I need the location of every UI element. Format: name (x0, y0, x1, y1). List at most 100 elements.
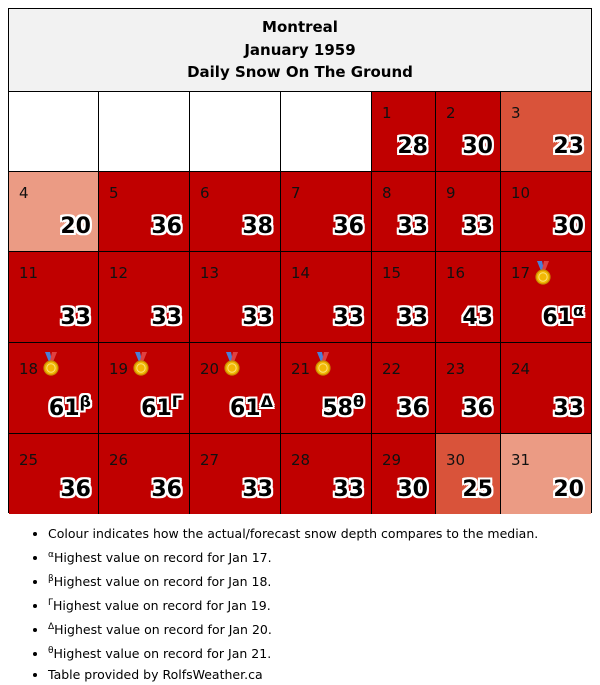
day-number: 15 (382, 264, 402, 282)
footnote-item: Colour indicates how the actual/forecast… (48, 524, 538, 545)
empty-cell (190, 92, 281, 172)
day-cell: 27 33 (190, 434, 281, 514)
footnote-text: Highest value on record for Jan 21. (53, 645, 272, 661)
snow-depth-value: 33 (242, 305, 273, 330)
day-number: 19 (109, 360, 129, 378)
footnote-text: Highest value on record for Jan 18. (53, 573, 272, 589)
calendar-grid: 1 28 2 30 3 23 4 20 5 36 6 38 7 36 8 33 9 33 10 30 11 33 12 33 1… (9, 92, 591, 514)
day-cell: 3 23 (501, 92, 591, 172)
empty-cell (9, 92, 99, 172)
snow-depth-value: 58θ (322, 392, 364, 421)
footnote-item: ΔHighest value on record for Jan 20. (48, 617, 538, 641)
day-cell: 14 33 (281, 252, 372, 343)
day-number: 22 (382, 360, 402, 378)
day-number: 20 (200, 360, 220, 378)
medal-icon (41, 352, 61, 376)
snow-depth-value: 61α (542, 301, 584, 330)
snow-depth-value: 36 (333, 214, 364, 239)
day-cell: 29 30 (372, 434, 436, 514)
footnote-item: ΓHighest value on record for Jan 19. (48, 593, 538, 617)
day-number: 12 (109, 264, 129, 282)
day-cell: 12 33 (99, 252, 190, 343)
record-marker: Δ (260, 392, 273, 411)
medal-icon (131, 352, 151, 376)
footnotes-list: Colour indicates how the actual/forecast… (28, 524, 538, 685)
day-cell: 15 33 (372, 252, 436, 343)
day-number: 13 (200, 264, 220, 282)
snow-depth-value: 61Δ (229, 392, 273, 421)
day-number: 7 (291, 184, 301, 202)
day-number: 23 (446, 360, 466, 378)
snow-depth-value: 20 (60, 214, 91, 239)
city-title: Montreal (262, 18, 338, 37)
snow-depth-value: 25 (462, 477, 493, 502)
snow-depth-value: 33 (333, 305, 364, 330)
medal-icon (533, 261, 553, 285)
empty-cell (281, 92, 372, 172)
snow-depth-value: 36 (397, 396, 428, 421)
snow-depth-value: 30 (462, 134, 493, 159)
medal-icon (313, 352, 333, 376)
footnote-text: Highest value on record for Jan 20. (54, 621, 272, 637)
day-number: 5 (109, 184, 119, 202)
day-cell: 23 36 (436, 343, 501, 434)
record-marker: θ (353, 392, 364, 411)
day-number: 29 (382, 451, 402, 469)
record-marker: α (573, 301, 584, 320)
snow-depth-value: 28 (397, 134, 428, 159)
day-number: 14 (291, 264, 311, 282)
footnote-text: Table provided by RolfsWeather.ca (48, 666, 263, 682)
day-cell: 16 43 (436, 252, 501, 343)
day-cell: 28 33 (281, 434, 372, 514)
snow-depth-value: 33 (242, 477, 273, 502)
day-number: 8 (382, 184, 392, 202)
day-number: 9 (446, 184, 456, 202)
day-number: 2 (446, 104, 456, 122)
day-number: 11 (19, 264, 39, 282)
day-number: 18 (19, 360, 39, 378)
footnote-item: βHighest value on record for Jan 18. (48, 569, 538, 593)
snow-depth-value: 23 (553, 134, 584, 159)
day-cell: 8 33 (372, 172, 436, 252)
footnote-text: Highest value on record for Jan 17. (53, 549, 272, 565)
day-number: 24 (511, 360, 531, 378)
day-number: 25 (19, 451, 39, 469)
footnote-marker: Γ (48, 597, 54, 608)
day-cell: 5 36 (99, 172, 190, 252)
day-number: 4 (19, 184, 29, 202)
footnote-item: αHighest value on record for Jan 17. (48, 545, 538, 569)
day-number: 16 (446, 264, 466, 282)
day-cell: 31 20 (501, 434, 591, 514)
record-marker: β (79, 392, 91, 411)
footnote-marker: Δ (48, 621, 55, 632)
day-number: 28 (291, 451, 311, 469)
day-cell: 10 30 (501, 172, 591, 252)
snow-depth-value: 33 (333, 477, 364, 502)
chart-subtitle: Daily Snow On The Ground (187, 63, 413, 82)
day-cell: 30 25 (436, 434, 501, 514)
day-cell: 9 33 (436, 172, 501, 252)
snow-depth-value: 33 (553, 396, 584, 421)
calendar-header: Montreal January 1959 Daily Snow On The … (9, 9, 591, 92)
day-number: 3 (511, 104, 521, 122)
record-marker: Γ (171, 392, 182, 411)
day-cell: 19 61Γ (99, 343, 190, 434)
day-number: 10 (511, 184, 531, 202)
day-cell: 24 33 (501, 343, 591, 434)
footnote-marker: β (48, 573, 54, 584)
day-cell: 18 61β (9, 343, 99, 434)
footnote-text: Colour indicates how the actual/forecast… (48, 526, 539, 541)
day-cell: 2 30 (436, 92, 501, 172)
footnote-text: Highest value on record for Jan 19. (53, 597, 271, 613)
day-number: 27 (200, 451, 220, 469)
day-number: 17 (511, 264, 531, 282)
snow-depth-value: 43 (462, 305, 493, 330)
snow-depth-value: 20 (553, 477, 584, 502)
day-cell: 4 20 (9, 172, 99, 252)
snow-depth-value: 36 (151, 477, 182, 502)
snow-depth-value: 36 (151, 214, 182, 239)
day-number: 30 (446, 451, 466, 469)
snow-depth-value: 36 (462, 396, 493, 421)
day-cell: 20 61Δ (190, 343, 281, 434)
snow-depth-value: 33 (397, 305, 428, 330)
